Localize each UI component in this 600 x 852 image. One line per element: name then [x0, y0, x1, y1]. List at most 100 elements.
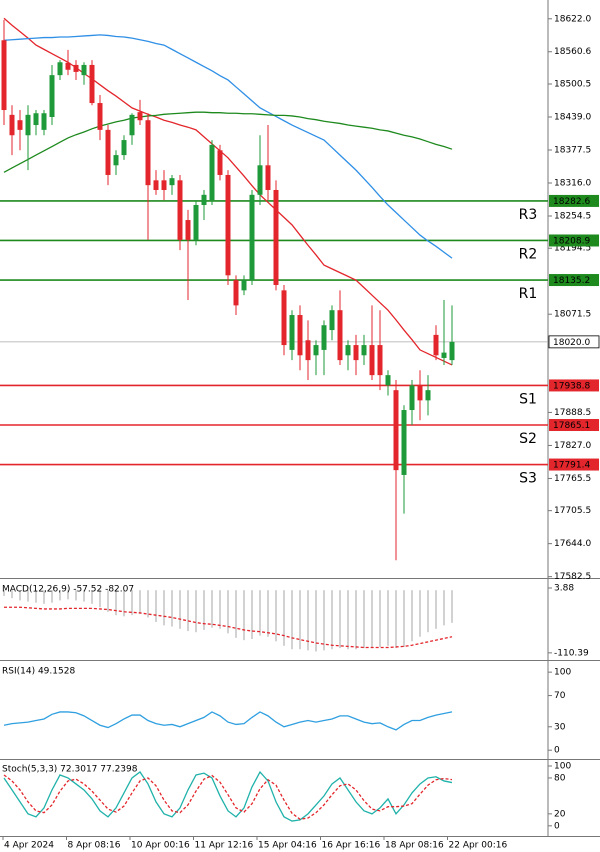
candle-body — [217, 150, 223, 175]
y-tick-label: 17705.5 — [554, 506, 591, 516]
level-name: R1 — [519, 286, 538, 302]
candle-body — [121, 140, 127, 156]
y-tick-label: 17888.5 — [554, 408, 591, 418]
candle-body — [25, 114, 31, 136]
y-tick-label: 18316.0 — [554, 179, 591, 189]
macd-bar — [443, 590, 445, 626]
candle-body — [73, 64, 79, 72]
level-price-label: 17865.1 — [553, 421, 590, 431]
level-price-box — [549, 274, 599, 287]
candle-body — [297, 315, 303, 356]
macd-bar — [187, 590, 189, 632]
indicator-line — [3, 711, 453, 731]
candle-body — [361, 345, 367, 356]
level-price-box — [549, 194, 599, 207]
y-tick-label: 17644.0 — [554, 539, 591, 549]
candle-body — [281, 290, 287, 346]
macd-bar — [379, 590, 381, 647]
x-tick-label: 4 Apr 2024 — [4, 841, 54, 851]
x-tick-label: 18 Apr 08:16 — [385, 841, 444, 851]
candle-body — [441, 352, 447, 358]
macd-bar — [179, 590, 181, 629]
macd-bar — [147, 590, 149, 618]
macd-bar — [211, 590, 213, 628]
y-tick-label: 18500.5 — [554, 79, 591, 89]
macd-bar — [83, 590, 85, 602]
y-tick-label: 0 — [554, 821, 560, 831]
candle-body — [97, 103, 103, 130]
candle-body — [241, 280, 247, 291]
panel-label: Stoch(5,3,3) 72.3017 77.2398 — [2, 765, 138, 775]
y-tick-label: -110.39 — [554, 648, 589, 658]
candle-body — [89, 64, 95, 104]
macd-bar — [67, 590, 69, 600]
macd-bar — [283, 590, 285, 646]
y-tick-label: 100 — [554, 761, 571, 771]
candle-body — [161, 180, 167, 190]
macd-bar — [243, 590, 245, 641]
candle-body — [193, 205, 199, 240]
macd-bar — [387, 590, 389, 646]
indicator-line — [4, 606, 453, 649]
macd-bar — [427, 590, 429, 633]
candle-body — [329, 310, 335, 331]
candle-body — [49, 75, 55, 117]
level-price-box — [549, 458, 599, 471]
macd-bar — [131, 590, 133, 616]
y-tick-label: 18254.5 — [554, 212, 591, 222]
candle-body — [249, 194, 255, 281]
candle-body — [337, 310, 343, 361]
macd-bar — [203, 590, 205, 630]
candle-body — [209, 144, 215, 201]
candle-body — [377, 345, 383, 376]
candle-body — [393, 390, 399, 471]
macd-bar — [291, 590, 293, 650]
macd-bar — [363, 590, 365, 649]
candle-body — [137, 112, 143, 121]
y-tick-label: 3.88 — [554, 584, 574, 594]
level-name: R2 — [519, 246, 538, 262]
y-tick-label: 18194.5 — [554, 244, 591, 254]
candle-body — [145, 120, 151, 186]
macd-bar — [123, 590, 125, 617]
macd-bar — [115, 590, 117, 616]
macd-bar — [267, 590, 269, 637]
level-name: S2 — [519, 431, 537, 447]
panel-label: RSI(14) 49.1528 — [2, 667, 75, 677]
candle-body — [369, 345, 375, 376]
level-price-box — [549, 379, 599, 392]
candle-body — [273, 189, 279, 285]
x-tick-label: 8 Apr 08:16 — [68, 841, 121, 851]
macd-bar — [43, 590, 45, 604]
macd-bar — [227, 590, 229, 634]
level-price-box — [549, 234, 599, 247]
level-name: R3 — [519, 207, 538, 223]
macd-bar — [235, 590, 237, 638]
macd-bar — [339, 590, 341, 649]
y-tick-label: 18622.0 — [554, 14, 591, 24]
macd-bar — [403, 590, 405, 647]
level-price-label: 18135.2 — [553, 276, 590, 286]
y-tick-label: 100 — [554, 668, 571, 678]
macd-bar — [323, 590, 325, 651]
level-price-label: 17791.4 — [553, 461, 590, 471]
panel-label: MACD(12,26,9) -57.52 -82.07 — [2, 585, 134, 595]
macd-bar — [11, 590, 13, 599]
indicator-line — [3, 111, 453, 173]
macd-bar — [315, 590, 317, 652]
macd-bar — [435, 590, 437, 629]
macd-bar — [451, 590, 453, 623]
macd-bar — [331, 590, 333, 650]
candle-body — [41, 113, 47, 130]
macd-bar — [139, 590, 141, 615]
candle-body — [313, 345, 319, 356]
x-tick-label: 10 Apr 00:16 — [131, 841, 190, 851]
candle-body — [177, 180, 183, 240]
level-price-label: 17938.8 — [553, 381, 590, 391]
x-tick-label: 15 Apr 04:16 — [258, 841, 317, 851]
candle-body — [321, 325, 327, 350]
y-tick-label: 17582.5 — [554, 572, 591, 582]
macd-bar — [259, 590, 261, 636]
candle-body — [129, 114, 135, 136]
